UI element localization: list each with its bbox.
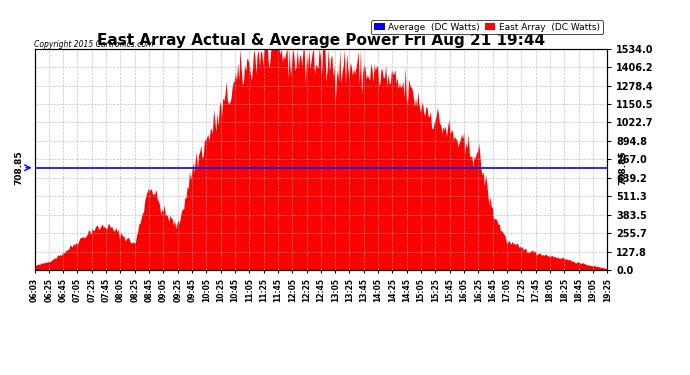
Legend: Average  (DC Watts), East Array  (DC Watts): Average (DC Watts), East Array (DC Watts… <box>371 20 602 34</box>
Text: Copyright 2015 Cartronics.com: Copyright 2015 Cartronics.com <box>34 40 154 49</box>
Text: 708.85: 708.85 <box>619 150 628 185</box>
Title: East Array Actual & Average Power Fri Aug 21 19:44: East Array Actual & Average Power Fri Au… <box>97 33 545 48</box>
Text: 708.85: 708.85 <box>14 150 23 185</box>
